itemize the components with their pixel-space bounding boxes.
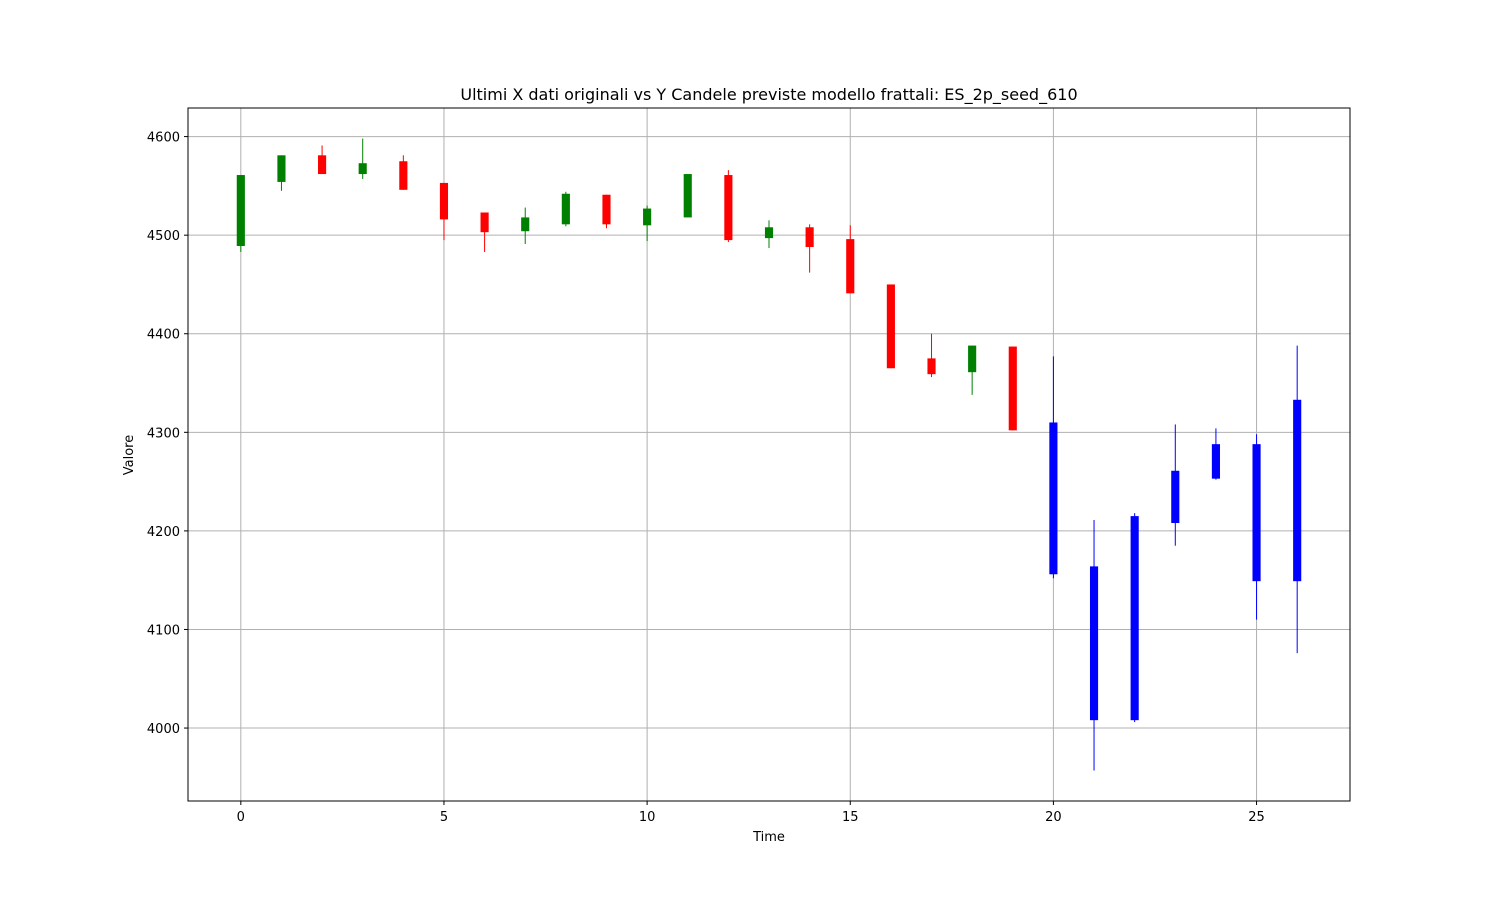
x-tick-label: 15 [842, 810, 859, 825]
y-tick-label: 4200 [147, 525, 180, 540]
x-tick-label: 5 [440, 810, 448, 825]
y-tick-label: 4400 [147, 328, 180, 343]
candle-body [1211, 444, 1220, 479]
candle-body [602, 194, 611, 225]
candle-body [277, 155, 286, 182]
candle-body [439, 182, 449, 220]
y-tick-label: 4500 [147, 229, 180, 244]
candle-body [318, 155, 327, 175]
candle-body [846, 239, 855, 294]
candle-body [886, 284, 895, 369]
candle-body [561, 193, 570, 225]
candle-body [1171, 470, 1180, 524]
y-tick-label: 4000 [147, 722, 180, 737]
candle-body [968, 345, 977, 373]
candle-body [399, 161, 408, 190]
x-tick-label: 10 [639, 810, 656, 825]
candle-body [927, 358, 936, 375]
candle-body [1008, 346, 1017, 431]
candle-body [805, 227, 814, 247]
y-axis-label: Valore [122, 435, 137, 475]
candle-body [764, 227, 774, 239]
y-tick-label: 4100 [147, 623, 180, 638]
candle-body [683, 174, 692, 218]
candle-body [358, 163, 367, 175]
candle-body [1089, 566, 1099, 721]
candle-body [1130, 516, 1139, 721]
x-tick-label: 0 [237, 810, 245, 825]
candle-body [236, 175, 245, 247]
x-tick-label: 25 [1248, 810, 1265, 825]
y-tick-label: 4300 [147, 426, 180, 441]
candle-body [1293, 399, 1302, 582]
candle-body [480, 212, 489, 233]
candle-body [1252, 444, 1261, 582]
plot-frame [187, 107, 1351, 802]
candle-body [724, 175, 733, 241]
y-tick-label: 4600 [147, 131, 180, 146]
chart-title: Ultimi X dati originali vs Y Candele pre… [460, 85, 1077, 105]
candle-body [643, 208, 652, 226]
candle-body [1049, 422, 1058, 575]
x-tick-label: 20 [1045, 810, 1062, 825]
candle-body [521, 217, 530, 232]
x-axis-label: Time [752, 830, 785, 845]
